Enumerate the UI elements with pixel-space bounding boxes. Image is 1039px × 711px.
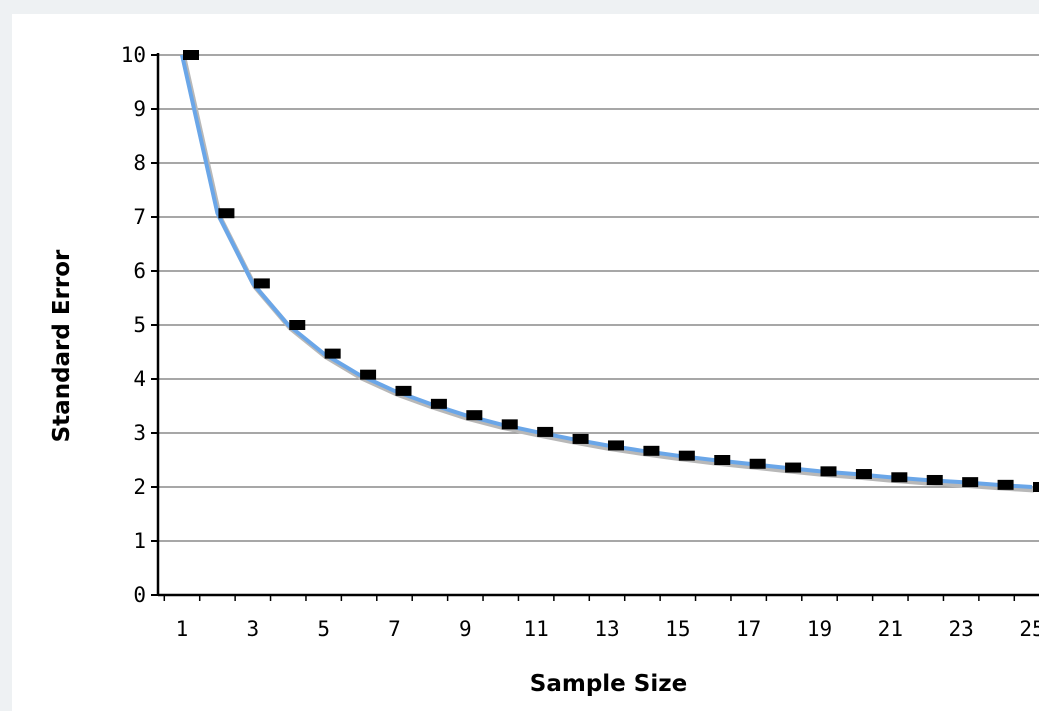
axes <box>151 53 1039 601</box>
data-point <box>855 469 872 480</box>
data-point <box>324 348 341 359</box>
y-tick-label: 2 <box>133 475 146 499</box>
data-point <box>785 462 802 473</box>
data-point <box>962 477 979 488</box>
data-point <box>714 455 731 465</box>
x-tick-label: 5 <box>317 617 330 641</box>
y-tick-label: 5 <box>133 313 146 337</box>
data-point <box>1033 482 1039 492</box>
series-line-shadow <box>181 57 1035 493</box>
y-tick-label: 10 <box>121 43 146 67</box>
series-line <box>180 54 1033 489</box>
data-point <box>253 278 270 289</box>
x-tick-label: 23 <box>949 617 974 641</box>
x-tick-label: 17 <box>736 617 761 641</box>
y-tick-label: 4 <box>133 367 146 391</box>
y-axis-title: Standard Error <box>49 249 75 442</box>
y-tick-label: 6 <box>133 259 146 283</box>
y-tick-label: 0 <box>133 583 146 607</box>
data-point <box>997 479 1014 490</box>
y-tick-label: 9 <box>133 97 146 121</box>
data-point <box>183 50 199 60</box>
x-tick-label: 19 <box>807 617 832 641</box>
x-tick-label: 7 <box>388 617 401 641</box>
x-tick-label: 1 <box>176 617 189 641</box>
data-point <box>749 458 766 469</box>
y-tick-label: 8 <box>133 151 146 175</box>
data-point <box>820 466 837 477</box>
data-point <box>395 385 412 396</box>
data-point <box>537 426 554 437</box>
x-tick-label: 9 <box>459 617 472 641</box>
x-tick-label: 3 <box>247 617 260 641</box>
data-point <box>466 410 483 421</box>
data-point <box>501 419 518 430</box>
series <box>180 50 1039 493</box>
data-point <box>430 398 447 409</box>
gridlines <box>158 54 1039 542</box>
data-point <box>289 320 306 330</box>
x-tick-label: 21 <box>878 617 903 641</box>
x-tick-label: 13 <box>594 617 619 641</box>
data-point <box>572 433 589 444</box>
y-tick-label: 7 <box>133 205 146 229</box>
x-tick-label: 25 <box>1019 617 1039 641</box>
y-tick-label: 1 <box>133 529 146 553</box>
chart-frame: 0 1 2 3 4 5 6 7 8 9 10 1 3 5 7 9 11 13 15 17 19 21 23 25 Sample… <box>12 14 1039 711</box>
x-tick-label: 15 <box>665 617 690 641</box>
data-point <box>218 208 235 219</box>
x-tick-label: 11 <box>524 617 549 641</box>
x-axis-title: Sample Size <box>530 671 687 697</box>
data-point <box>360 369 377 380</box>
data-point <box>926 474 943 485</box>
data-point <box>608 440 624 451</box>
data-point <box>678 450 695 461</box>
data-point <box>891 472 908 483</box>
y-tick-label: 3 <box>133 421 146 445</box>
data-point <box>643 445 660 456</box>
